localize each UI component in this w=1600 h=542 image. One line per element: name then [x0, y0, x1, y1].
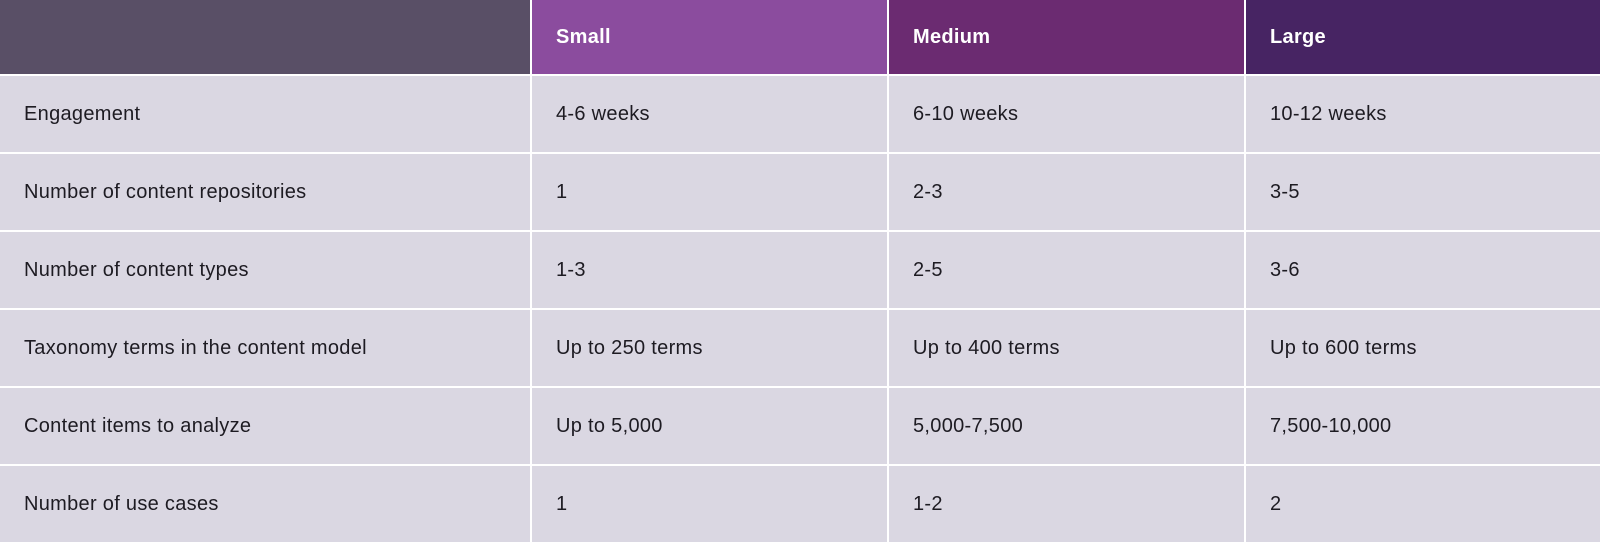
- cell-content-types-medium: 2-5: [889, 232, 1244, 308]
- cell-taxonomy-large: Up to 600 terms: [1246, 310, 1600, 386]
- cell-use-cases-small: 1: [532, 466, 887, 542]
- column-header-small: Small: [532, 0, 887, 74]
- column-header-large: Large: [1246, 0, 1600, 74]
- cell-repositories-large: 3-5: [1246, 154, 1600, 230]
- cell-repositories-small: 1: [532, 154, 887, 230]
- cell-engagement-medium: 6-10 weeks: [889, 76, 1244, 152]
- column-header-medium: Medium: [889, 0, 1244, 74]
- cell-use-cases-medium: 1-2: [889, 466, 1244, 542]
- cell-repositories-medium: 2-3: [889, 154, 1244, 230]
- row-label-content-items: Content items to analyze: [0, 388, 530, 464]
- row-label-taxonomy-terms: Taxonomy terms in the content model: [0, 310, 530, 386]
- row-label-use-cases: Number of use cases: [0, 466, 530, 542]
- cell-taxonomy-medium: Up to 400 terms: [889, 310, 1244, 386]
- cell-content-items-large: 7,500-10,000: [1246, 388, 1600, 464]
- row-label-content-repositories: Number of content repositories: [0, 154, 530, 230]
- cell-engagement-small: 4-6 weeks: [532, 76, 887, 152]
- cell-use-cases-large: 2: [1246, 466, 1600, 542]
- cell-content-items-small: Up to 5,000: [532, 388, 887, 464]
- cell-content-items-medium: 5,000-7,500: [889, 388, 1244, 464]
- row-label-content-types: Number of content types: [0, 232, 530, 308]
- cell-taxonomy-small: Up to 250 terms: [532, 310, 887, 386]
- row-label-engagement: Engagement: [0, 76, 530, 152]
- cell-engagement-large: 10-12 weeks: [1246, 76, 1600, 152]
- cell-content-types-large: 3-6: [1246, 232, 1600, 308]
- cell-content-types-small: 1-3: [532, 232, 887, 308]
- corner-header-cell: [0, 0, 530, 74]
